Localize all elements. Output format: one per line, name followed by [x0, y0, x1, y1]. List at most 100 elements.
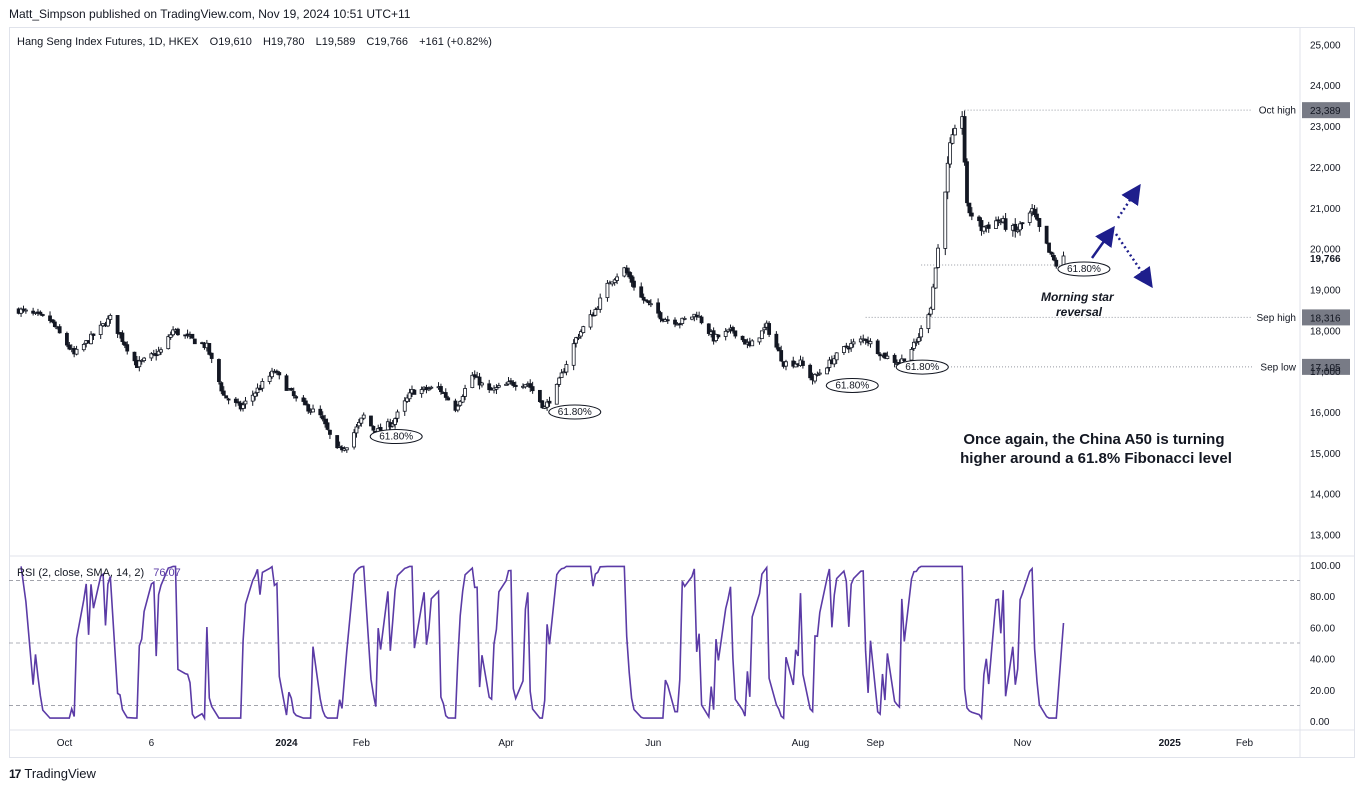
legend-open: O19,610: [210, 36, 252, 48]
candle-body: [627, 271, 632, 278]
candle-body: [931, 286, 936, 310]
candle-body: [253, 392, 258, 397]
candle-body: [699, 316, 704, 324]
candle-body: [815, 373, 820, 376]
candle-body: [207, 343, 212, 355]
rsi-tick-label: 80.00: [1310, 592, 1335, 603]
candle-body: [909, 349, 914, 361]
chart-canvas[interactable]: Oct high 23,389 Sep high 18,316 Sep low 17,10…: [0, 0, 1364, 760]
candle-body: [1013, 223, 1018, 232]
candle-body: [19, 308, 23, 314]
candle-body: [936, 247, 940, 268]
candle-body: [545, 401, 550, 408]
price-tick-label: 16,000: [1310, 408, 1341, 419]
price-level-name: Oct high: [1259, 106, 1296, 117]
time-tick-label: Nov: [1014, 738, 1032, 749]
candle-body: [994, 220, 998, 229]
candle-body: [948, 142, 953, 165]
candle-body: [149, 353, 154, 359]
candle-body: [554, 383, 559, 405]
tradingview-brand-text: TradingView: [24, 766, 96, 781]
candle-body: [902, 358, 907, 362]
candle-body: [1032, 208, 1037, 215]
morning-star-line1: Morning star: [1041, 290, 1115, 304]
candle-body: [612, 279, 617, 283]
morning-star-line2: reversal: [1056, 305, 1103, 319]
morning-star-annotation: Morning star reversal: [1041, 290, 1117, 319]
candle-body: [402, 400, 407, 412]
candle-body: [511, 381, 516, 386]
candle-body: [185, 333, 190, 336]
candle-body: [1051, 255, 1056, 261]
rsi-legend[interactable]: RSI (2, close, SMA, 14, 2) 76.07: [17, 567, 181, 579]
fib-marker-label: 61.80%: [558, 407, 592, 418]
candle-body: [496, 385, 501, 388]
candle-body: [23, 309, 28, 312]
legend-high: H19,780: [263, 36, 305, 48]
candle-body: [371, 425, 376, 431]
candle-body: [142, 357, 147, 361]
time-tick-label: Aug: [792, 738, 810, 749]
candle-body: [419, 389, 424, 395]
candle-body: [390, 423, 395, 427]
candle-body: [337, 445, 342, 448]
candle-body: [323, 418, 328, 425]
candle-body: [132, 351, 137, 362]
candle-body: [303, 400, 308, 406]
candle-body: [646, 300, 651, 304]
candle-body: [598, 297, 603, 310]
instrument-legend[interactable]: Hang Seng Index Futures, 1D, HKEX O19,61…: [17, 36, 492, 48]
rsi-line: [20, 565, 1065, 721]
rsi-last-value: 76.07: [153, 567, 181, 579]
candle-body: [962, 116, 967, 163]
candle-body: [581, 326, 586, 333]
candle-body: [81, 344, 86, 351]
price-level-tag: [1302, 358, 1350, 375]
candle-body: [258, 388, 262, 391]
candle-body: [477, 376, 482, 386]
candle-body: [950, 134, 955, 144]
candle-body: [723, 330, 728, 337]
candle-body: [52, 321, 57, 328]
candle-body: [120, 332, 125, 342]
fib-marker-oval: [369, 429, 423, 445]
candle-body: [356, 421, 361, 427]
time-axis[interactable]: Oct 6 2024 Feb Apr Jun Aug Sep Nov 2025 Feb: [57, 738, 1254, 749]
price-level-value: 17,105: [1310, 363, 1341, 374]
candle-body: [395, 411, 400, 419]
candle-body: [851, 341, 856, 345]
price-tick-label: 18,000: [1310, 326, 1341, 337]
candle-body: [677, 323, 682, 326]
candle-body: [791, 360, 796, 367]
price-tick-label: 22,000: [1310, 163, 1341, 174]
legend-close: C19,766: [366, 36, 408, 48]
candle-body: [21, 308, 26, 311]
candle-body: [65, 332, 69, 346]
candle-body: [564, 364, 569, 373]
candle-body: [487, 383, 492, 391]
price-tick-label: 25,000: [1310, 40, 1341, 51]
candle-body: [793, 363, 798, 368]
time-tick-label: 2025: [1159, 738, 1182, 749]
candle-body: [750, 340, 755, 347]
candle-body: [455, 405, 460, 411]
candle-body: [919, 328, 924, 338]
tradingview-logo[interactable]: 17 TradingView: [9, 766, 96, 781]
rsi-tick-label: 100.00: [1310, 561, 1341, 572]
candle-body: [945, 162, 950, 193]
candle-body: [311, 408, 315, 413]
candle-body: [325, 422, 330, 430]
candle-body: [354, 426, 359, 434]
candle-body: [74, 348, 79, 355]
candle-body: [547, 400, 552, 404]
candle-body: [965, 161, 969, 204]
candle-body: [407, 392, 412, 400]
chart-frame[interactable]: [9, 27, 1355, 758]
candle-body: [320, 415, 325, 420]
candle-body: [217, 359, 221, 383]
price-axis[interactable]: 25,000 24,000 23,000 22,000 21,000 20,000 19,0…: [1310, 40, 1341, 728]
candle-body: [784, 361, 788, 367]
candle-body: [933, 267, 938, 289]
candle-body: [834, 352, 839, 361]
time-tick-label: 6: [149, 738, 155, 749]
